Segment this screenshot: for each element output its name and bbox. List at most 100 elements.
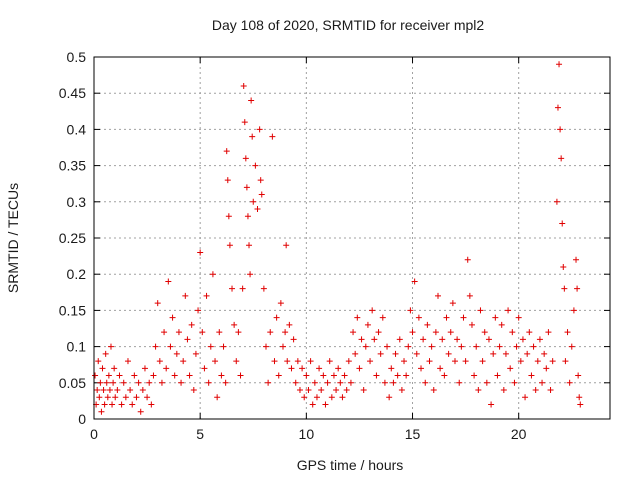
data-point	[371, 336, 378, 343]
data-point	[513, 343, 520, 350]
data-point	[118, 401, 125, 408]
y-tick-label: 0.1	[67, 339, 87, 355]
data-point	[171, 372, 178, 379]
data-point	[468, 321, 475, 328]
data-point	[148, 401, 155, 408]
data-point	[439, 336, 446, 343]
data-points	[92, 61, 584, 415]
data-point	[318, 387, 325, 394]
data-point	[301, 394, 308, 401]
data-point	[441, 372, 448, 379]
data-point	[561, 285, 568, 292]
data-point	[324, 379, 331, 386]
data-point	[277, 300, 284, 307]
data-point	[576, 394, 583, 401]
data-point	[573, 256, 580, 263]
data-point	[496, 343, 503, 350]
data-point	[209, 271, 216, 278]
data-point	[494, 372, 501, 379]
y-tick-label: 0.35	[59, 158, 86, 174]
data-point	[286, 321, 293, 328]
data-point	[367, 358, 374, 365]
data-point	[292, 379, 299, 386]
data-point	[451, 358, 458, 365]
data-point	[131, 372, 138, 379]
data-point	[180, 358, 187, 365]
data-point	[481, 329, 488, 336]
y-tick-label: 0.05	[59, 375, 86, 391]
data-point	[502, 350, 509, 357]
x-tick-label: 0	[90, 426, 98, 442]
data-point	[269, 133, 276, 140]
data-point	[568, 343, 575, 350]
data-point	[413, 350, 420, 357]
data-point	[333, 387, 340, 394]
data-point	[534, 358, 541, 365]
data-point	[241, 119, 248, 126]
data-point	[354, 314, 361, 321]
data-point	[216, 329, 223, 336]
data-point	[243, 184, 250, 191]
data-point	[424, 321, 431, 328]
data-point	[369, 307, 376, 314]
data-point	[401, 358, 408, 365]
data-point	[398, 387, 405, 394]
axis-ticks	[93, 56, 610, 420]
data-point	[192, 350, 199, 357]
data-point	[246, 242, 253, 249]
data-point	[559, 220, 566, 227]
data-point	[428, 343, 435, 350]
y-tick-label: 0.2	[67, 266, 87, 282]
data-point	[500, 387, 507, 394]
x-tick-label: 10	[299, 426, 315, 442]
x-axis-label: GPS time / hours	[297, 457, 404, 473]
data-point	[458, 343, 465, 350]
data-point	[169, 314, 176, 321]
data-point	[224, 177, 231, 184]
y-tick-label: 0.25	[59, 230, 86, 246]
data-point	[294, 358, 301, 365]
data-point	[577, 401, 584, 408]
data-point	[233, 358, 240, 365]
data-point	[464, 256, 471, 263]
data-point	[377, 350, 384, 357]
data-point	[445, 350, 452, 357]
data-point	[263, 343, 269, 350]
data-point	[435, 292, 441, 299]
data-point	[290, 336, 297, 343]
x-tick-label: 15	[405, 426, 421, 442]
data-point	[522, 394, 529, 401]
data-point	[152, 343, 159, 350]
data-point	[111, 365, 118, 372]
data-point	[509, 329, 516, 336]
data-point	[519, 336, 526, 343]
data-point	[375, 329, 382, 336]
data-point	[570, 307, 577, 314]
data-point	[122, 394, 129, 401]
data-point	[225, 213, 232, 220]
data-point	[345, 358, 352, 365]
data-point	[109, 401, 116, 408]
data-point	[124, 358, 131, 365]
data-point	[146, 379, 153, 386]
data-point	[156, 358, 163, 365]
data-point	[392, 350, 399, 357]
data-point	[545, 329, 552, 336]
data-point	[175, 329, 182, 336]
data-point	[352, 350, 359, 357]
data-point	[564, 329, 571, 336]
data-point	[347, 379, 354, 386]
data-point	[197, 249, 204, 256]
data-point	[249, 133, 256, 140]
data-point	[575, 372, 582, 379]
data-point	[449, 300, 456, 307]
data-point	[473, 343, 480, 350]
data-point	[110, 379, 117, 386]
data-point	[94, 387, 101, 394]
data-point	[250, 198, 257, 205]
data-point	[539, 379, 546, 386]
data-point	[443, 314, 450, 321]
data-point	[139, 387, 146, 394]
data-point	[466, 292, 473, 299]
data-point	[220, 343, 227, 350]
